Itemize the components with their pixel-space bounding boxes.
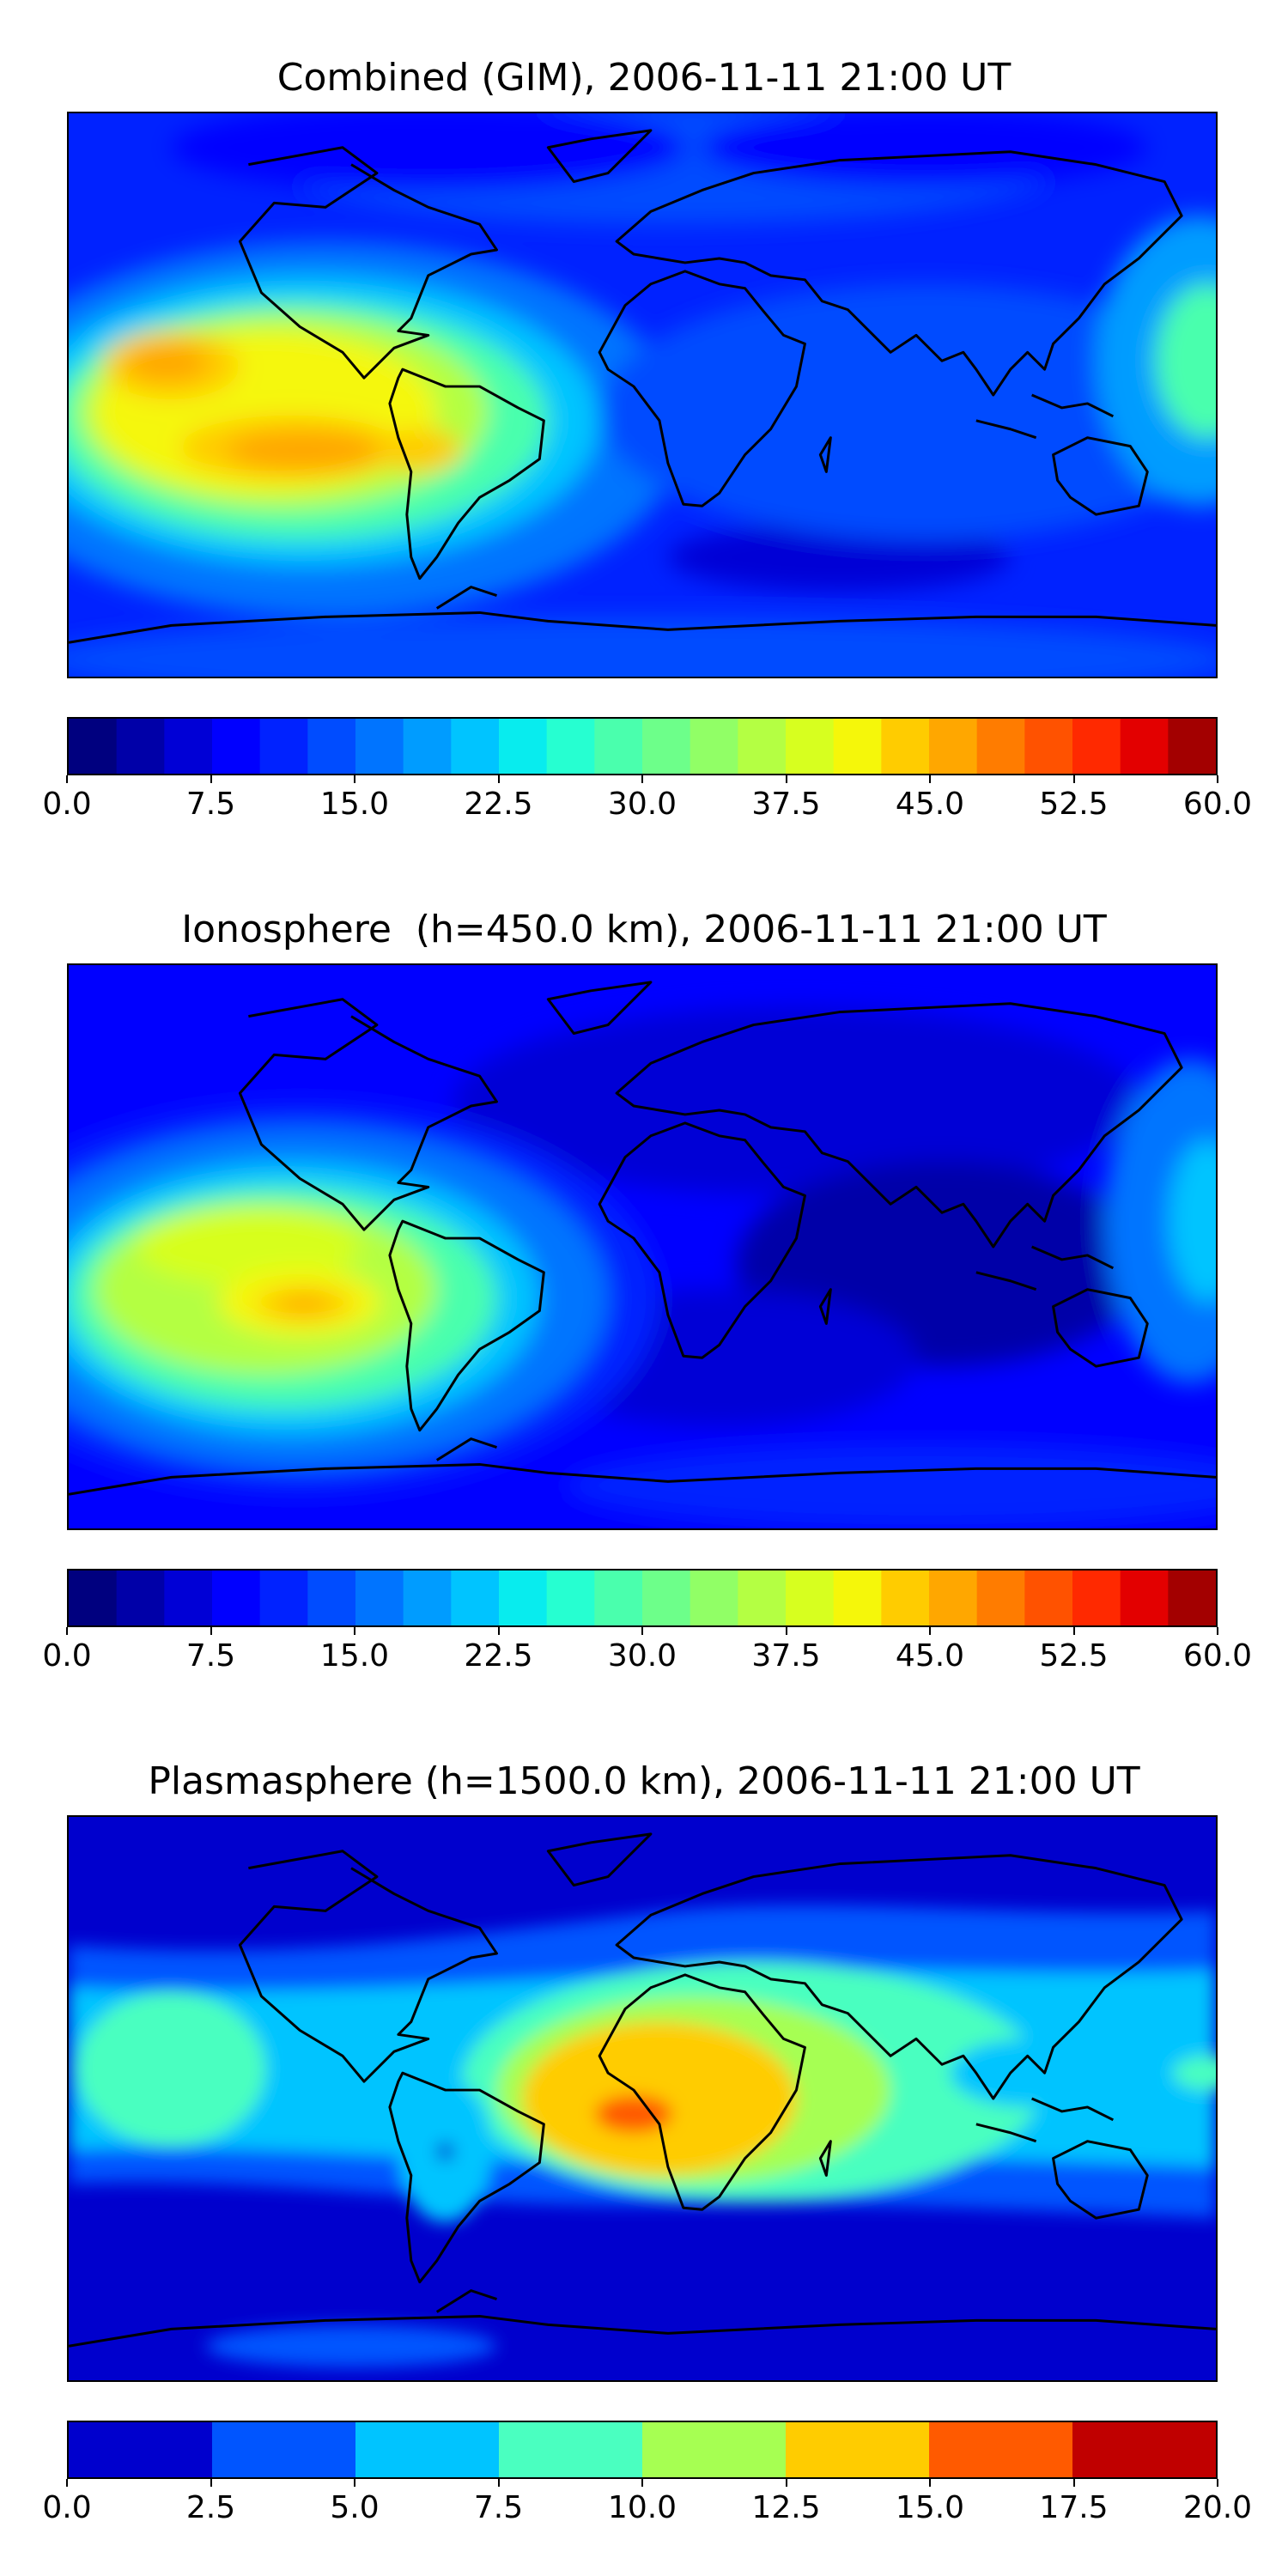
colorbar-swatch (69, 2422, 213, 2477)
colorbar-swatch (594, 719, 643, 774)
colorbar-swatch (116, 719, 165, 774)
colorbar-swatch (881, 1571, 930, 1625)
colorbar (67, 717, 1218, 775)
colorbar-swatch (212, 2422, 356, 2477)
colorbar-tick-label: 12.5 (751, 2490, 821, 2525)
colorbar-swatch (929, 1571, 978, 1625)
colorbar-swatch (1024, 719, 1073, 774)
combined-tec-map (67, 112, 1218, 678)
colorbar-swatch (69, 1571, 118, 1625)
colorbar-swatch (786, 719, 835, 774)
colorbar-tick-label: 52.5 (1039, 787, 1109, 822)
colorbar-tick-label: 7.5 (473, 2490, 524, 2525)
colorbar-tick-label: 0.0 (42, 2490, 92, 2525)
colorbar-tick-label: 20.0 (1182, 2490, 1253, 2525)
colorbar-swatch (499, 1571, 548, 1625)
colorbar-swatch (1072, 1571, 1121, 1625)
colorbar-swatch (976, 1571, 1025, 1625)
colorbar-swatch (1024, 1571, 1073, 1625)
colorbar-swatch (690, 719, 738, 774)
colorbar-swatch (546, 1571, 595, 1625)
colorbar-tick-label: 0.0 (42, 787, 92, 822)
colorbar-tick-label: 22.5 (464, 1638, 533, 1674)
colorbar-swatch (929, 719, 978, 774)
colorbar-tick-label: 60.0 (1182, 1638, 1253, 1674)
colorbar-swatch (259, 1571, 308, 1625)
colorbar-swatch (786, 1571, 835, 1625)
colorbar-tick-label: 22.5 (464, 787, 533, 822)
colorbar-swatch (259, 719, 308, 774)
colorbar-tick-label: 2.5 (185, 2490, 236, 2525)
colorbar-swatch (164, 719, 213, 774)
colorbar-swatch (546, 719, 595, 774)
colorbar-swatch (116, 1571, 165, 1625)
colorbar-swatch (451, 1571, 500, 1625)
colorbar-tick-label: 0.0 (42, 1638, 92, 1674)
colorbar-tick-label: 60.0 (1182, 787, 1253, 822)
colorbar-swatch (833, 1571, 882, 1625)
colorbar-swatch (690, 1571, 738, 1625)
colorbar-tick-label: 37.5 (751, 1638, 821, 1674)
map-title: Ionosphere (h=450.0 km), 2006-11-11 21:0… (181, 908, 1107, 951)
colorbar-swatch (976, 719, 1025, 774)
colorbar-tick-label: 37.5 (751, 787, 821, 822)
colorbar-tick-label: 17.5 (1039, 2490, 1109, 2525)
colorbar-swatch (1168, 719, 1216, 774)
colorbar-swatch (355, 2422, 500, 2477)
colorbar-swatch (642, 719, 691, 774)
colorbar-swatch (499, 2422, 643, 2477)
colorbar-swatch (403, 1571, 452, 1625)
colorbar-swatch (403, 719, 452, 774)
colorbar-swatch (164, 1571, 213, 1625)
colorbar-tick-label: 52.5 (1039, 1638, 1109, 1674)
map-title: Combined (GIM), 2006-11-11 21:00 UT (276, 56, 1012, 100)
colorbar-swatch (1168, 1571, 1216, 1625)
ionosphere-tec-map (67, 963, 1218, 1530)
colorbar-swatch (786, 2422, 930, 2477)
colorbar-ticks: 0.0 7.5 15.0 22.5 30.0 37.5 45.0 52.5 60… (42, 775, 1252, 827)
colorbar-swatch (212, 719, 261, 774)
colorbar-swatch (642, 1571, 691, 1625)
colorbar-swatch (499, 719, 548, 774)
colorbar-swatch (1072, 719, 1121, 774)
colorbar-ticks: 0.0 2.5 5.0 7.5 10.0 12.5 15.0 17.5 20.0 (42, 2479, 1252, 2530)
colorbar-tick-label: 15.0 (319, 1638, 390, 1674)
map-title: Plasmasphere (h=1500.0 km), 2006-11-11 2… (148, 1759, 1140, 1803)
colorbar-swatch (307, 719, 356, 774)
colorbar-tick-label: 5.0 (330, 2490, 380, 2525)
colorbar-swatch (212, 1571, 261, 1625)
colorbar-tick-label: 30.0 (607, 1638, 677, 1674)
colorbar-tick-label: 30.0 (607, 787, 677, 822)
colorbar-swatch (451, 719, 500, 774)
colorbar-swatch (1120, 719, 1169, 774)
colorbar-swatch (833, 719, 882, 774)
colorbar (67, 1569, 1218, 1627)
colorbar-swatch (594, 1571, 643, 1625)
colorbar-swatch (642, 2422, 787, 2477)
colorbar-swatch (929, 2422, 1073, 2477)
colorbar-tick-label: 45.0 (895, 1638, 965, 1674)
colorbar-swatch (1120, 1571, 1169, 1625)
colorbar-swatch (881, 719, 930, 774)
colorbar-swatch (307, 1571, 356, 1625)
colorbar-swatch (69, 719, 118, 774)
plasmasphere-tec-map (67, 1815, 1218, 2382)
colorbar-ticks: 0.0 7.5 15.0 22.5 30.0 37.5 45.0 52.5 60… (42, 1627, 1252, 1679)
colorbar (67, 2421, 1218, 2479)
colorbar-swatch (355, 1571, 404, 1625)
colorbar-tick-label: 7.5 (185, 787, 236, 822)
colorbar-swatch (738, 719, 787, 774)
colorbar-tick-label: 15.0 (895, 2490, 965, 2525)
colorbar-swatch (1072, 2422, 1216, 2477)
colorbar-tick-label: 10.0 (607, 2490, 677, 2525)
colorbar-tick-label: 7.5 (185, 1638, 236, 1674)
colorbar-tick-label: 45.0 (895, 787, 965, 822)
colorbar-swatch (738, 1571, 787, 1625)
colorbar-swatch (355, 719, 404, 774)
colorbar-tick-label: 15.0 (319, 787, 390, 822)
